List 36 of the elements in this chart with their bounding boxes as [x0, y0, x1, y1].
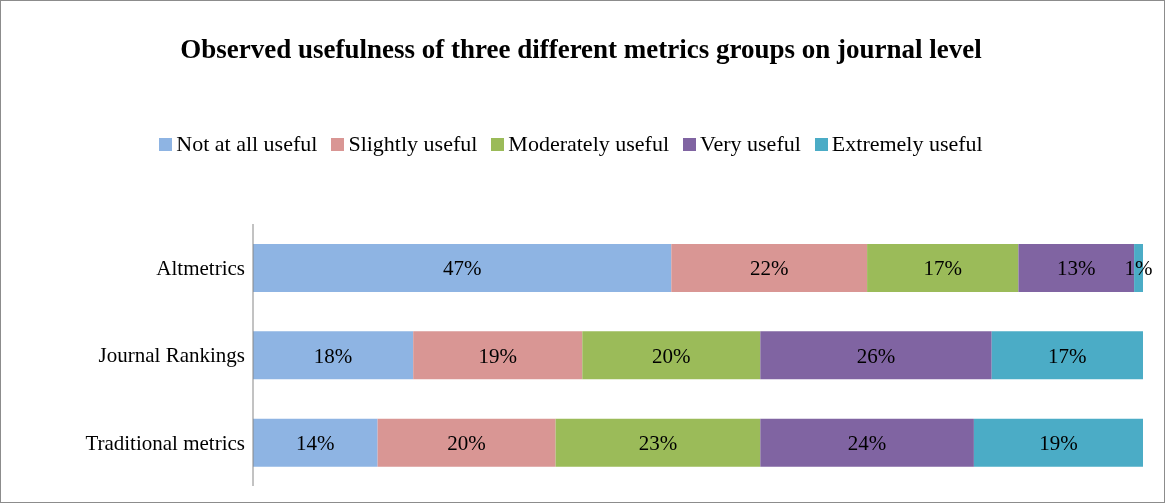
- bar: [413, 331, 583, 380]
- data-label: 13%: [1057, 256, 1096, 281]
- data-label: 19%: [1039, 431, 1078, 456]
- data-label: 26%: [856, 343, 896, 368]
- chart-title: Observed usefulness of three different metrics groups on journal level: [179, 33, 983, 66]
- y-tick-label: Traditional metrics: [85, 430, 245, 455]
- data-label: 19%: [478, 343, 517, 368]
- legend-label: Slightly useful: [347, 131, 478, 156]
- legend-label: Extremely useful: [830, 131, 983, 156]
- bar: [253, 418, 378, 467]
- data-label: 47%: [442, 256, 482, 281]
- data-label: 18%: [313, 343, 353, 368]
- bar: [991, 331, 1143, 380]
- bar: [867, 244, 1019, 292]
- data-label: 20%: [652, 343, 691, 368]
- data-label: 17%: [923, 256, 962, 281]
- bar: [253, 331, 414, 380]
- bar: [973, 418, 1143, 467]
- legend-label: Moderately useful: [507, 131, 670, 156]
- data-label: 23%: [638, 431, 678, 456]
- bar: [253, 244, 672, 292]
- y-tick-label: Journal Rankings: [98, 343, 245, 368]
- data-label: 14%: [296, 431, 335, 456]
- data-label: 20%: [447, 431, 486, 456]
- bar: [377, 418, 556, 467]
- data-label: 24%: [847, 431, 887, 456]
- bar: [555, 418, 761, 467]
- bar: [760, 418, 974, 467]
- bar: [760, 331, 992, 380]
- legend-label: Very useful: [699, 131, 801, 156]
- y-tick-label: Altmetrics: [156, 256, 245, 281]
- bar: [671, 244, 868, 292]
- legend-label: Not at all useful: [175, 131, 318, 156]
- data-label: 17%: [1048, 343, 1087, 368]
- data-label: 22%: [749, 256, 789, 281]
- bar: [582, 331, 761, 380]
